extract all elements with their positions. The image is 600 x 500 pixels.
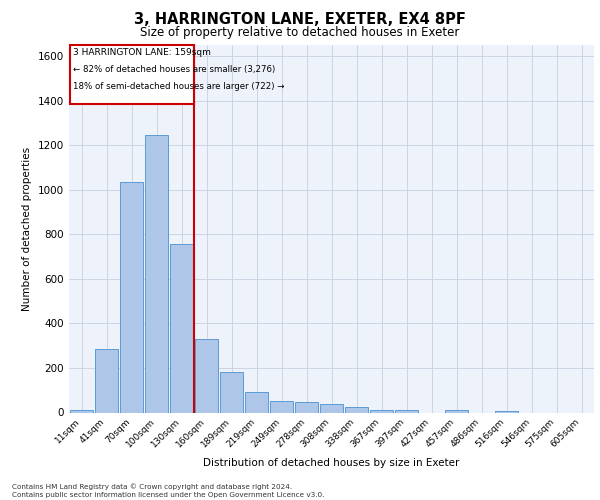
Text: Contains HM Land Registry data © Crown copyright and database right 2024.
Contai: Contains HM Land Registry data © Crown c…: [12, 484, 325, 498]
Text: ← 82% of detached houses are smaller (3,276): ← 82% of detached houses are smaller (3,…: [73, 65, 275, 74]
Text: 3, HARRINGTON LANE, EXETER, EX4 8PF: 3, HARRINGTON LANE, EXETER, EX4 8PF: [134, 12, 466, 28]
Bar: [70, 45, 194, 104]
Bar: [320, 404, 343, 412]
Text: 18% of semi-detached houses are larger (722) →: 18% of semi-detached houses are larger (…: [73, 82, 285, 91]
Bar: [269, 402, 293, 412]
Bar: [395, 410, 418, 412]
Bar: [220, 372, 244, 412]
Bar: [170, 244, 193, 412]
Bar: [245, 392, 268, 412]
Bar: [494, 410, 518, 412]
Bar: [445, 410, 469, 412]
Text: 3 HARRINGTON LANE: 159sqm: 3 HARRINGTON LANE: 159sqm: [73, 48, 211, 58]
Bar: [145, 135, 169, 412]
Bar: [194, 339, 218, 412]
Bar: [370, 410, 394, 412]
Bar: [119, 182, 143, 412]
X-axis label: Distribution of detached houses by size in Exeter: Distribution of detached houses by size …: [203, 458, 460, 468]
Bar: [95, 349, 118, 412]
Y-axis label: Number of detached properties: Number of detached properties: [22, 146, 32, 311]
Bar: [344, 407, 368, 412]
Text: Size of property relative to detached houses in Exeter: Size of property relative to detached ho…: [140, 26, 460, 39]
Bar: [295, 402, 319, 412]
Bar: [70, 410, 94, 412]
